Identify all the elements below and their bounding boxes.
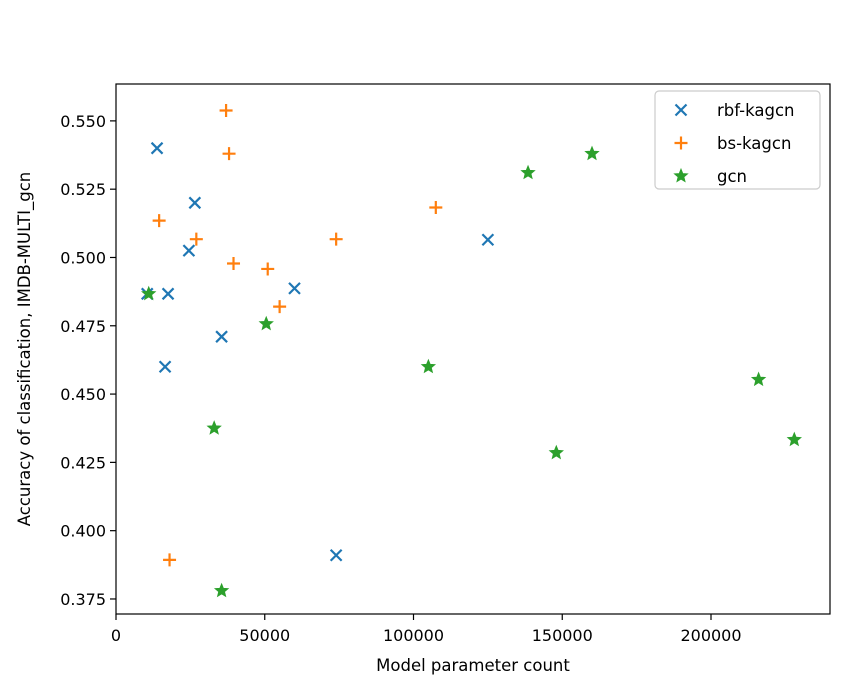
data-point (584, 145, 600, 161)
data-point (258, 315, 274, 331)
data-point (213, 582, 230, 598)
data-point (520, 164, 536, 180)
legend-label: gcn (717, 167, 747, 186)
data-point (152, 214, 166, 228)
data-point (158, 360, 172, 374)
data-point (182, 244, 196, 257)
legend-label: rbf-kagcn (717, 101, 795, 120)
y-axis: 0.375 0.400 0.425 0.450 0.475 0.500 0.525 0.550 (60, 112, 116, 609)
x-tick-label: 0 (111, 626, 121, 645)
y-tick-label: 0.500 (60, 248, 106, 267)
data-point (420, 358, 437, 374)
legend: rbf-kagcn bs-kagcn gcn (654, 90, 821, 190)
y-axis-label: Accuracy of classification, IMDB-MULTI_g… (15, 172, 35, 526)
axes-frame (115, 83, 831, 615)
data-point (786, 431, 802, 447)
legend-marker (674, 103, 688, 117)
data-point (227, 256, 241, 270)
data-point (329, 548, 343, 562)
y-tick-label: 0.550 (60, 112, 106, 131)
data-point (222, 147, 236, 161)
x-tick-label: 150000 (532, 626, 593, 645)
data-point (750, 371, 767, 387)
data-point (206, 420, 222, 435)
data-point (429, 200, 443, 214)
legend-label: bs-kagcn (717, 134, 791, 153)
data-point (548, 444, 564, 460)
data-point (261, 262, 275, 276)
y-tick-label: 0.375 (60, 590, 106, 609)
x-axis-label: Model parameter count (376, 656, 570, 675)
y-tick-label: 0.425 (60, 453, 106, 472)
data-points (140, 104, 802, 598)
data-point (288, 282, 301, 295)
legend-marker (674, 136, 688, 150)
legend-marker (673, 167, 689, 183)
x-tick-label: 200000 (680, 626, 741, 645)
y-tick-label: 0.450 (60, 385, 106, 404)
x-axis: 0 50000 100000 150000 200000 (111, 614, 742, 645)
data-point (150, 141, 164, 155)
y-tick-label: 0.400 (60, 522, 106, 541)
data-point (215, 330, 228, 343)
data-point (329, 232, 343, 246)
data-point (273, 300, 287, 314)
y-tick-label: 0.525 (60, 180, 106, 199)
data-point (188, 196, 202, 210)
data-point (219, 104, 233, 117)
x-tick-label: 50000 (239, 626, 290, 645)
data-point (481, 233, 495, 246)
data-point (161, 287, 175, 301)
legend-box (654, 90, 821, 190)
y-tick-label: 0.475 (60, 317, 106, 336)
data-point (141, 285, 157, 301)
x-tick-label: 100000 (383, 626, 444, 645)
data-point (163, 553, 177, 567)
data-point (189, 232, 203, 246)
